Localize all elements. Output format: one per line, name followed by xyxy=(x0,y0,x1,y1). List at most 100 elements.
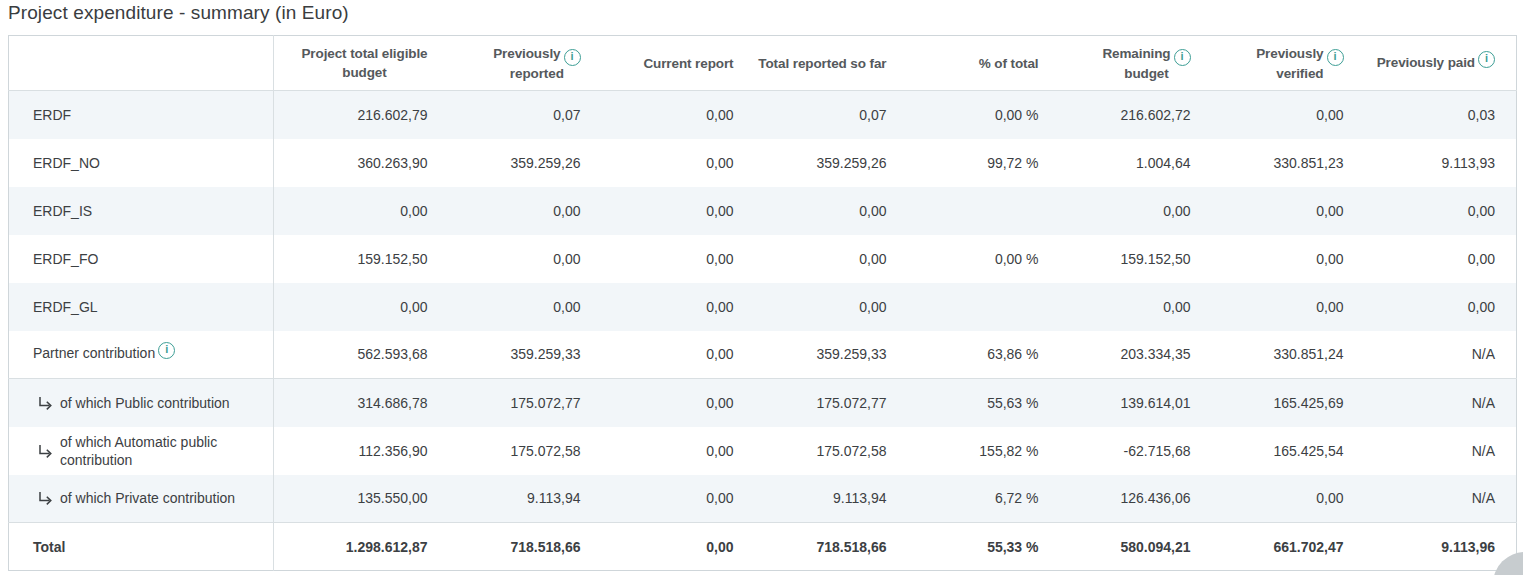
row-label-cell: ERDF_NO xyxy=(9,139,274,187)
value-cell: 9.113,93 xyxy=(1365,139,1517,187)
value-cell: 0,00 xyxy=(602,523,755,571)
table-row: ERDF_FO159.152,500,000,000,000,00 %159.1… xyxy=(9,235,1517,283)
info-icon[interactable]: i xyxy=(1327,49,1344,66)
value-cell: 0,00 xyxy=(602,283,755,331)
column-header: Project total eligible budget xyxy=(274,36,449,91)
value-cell: 0,00 xyxy=(602,475,755,523)
value-cell: 9.113,94 xyxy=(449,475,602,523)
column-header-label: Previously xyxy=(1256,46,1323,61)
table-row: of which Public contribution 314.686,7817… xyxy=(9,379,1517,427)
row-label: ERDF xyxy=(33,107,71,123)
column-header: Previously i verified xyxy=(1212,36,1365,91)
value-cell: 0,00 xyxy=(449,283,602,331)
value-cell: 175.072,58 xyxy=(755,427,908,475)
value-cell: 139.614,01 xyxy=(1060,379,1212,427)
row-label: Total xyxy=(33,539,65,555)
row-label: ERDF_IS xyxy=(33,203,92,219)
value-cell: 0,00 xyxy=(1212,187,1365,235)
row-label: ERDF_NO xyxy=(33,155,100,171)
table-row: of which Private contribution 135.550,009… xyxy=(9,475,1517,523)
row-label-cell: ERDF xyxy=(9,91,274,139)
value-cell: 0,00 xyxy=(449,187,602,235)
value-cell: 0,00 xyxy=(602,331,755,379)
value-cell: 135.550,00 xyxy=(274,475,449,523)
value-cell: 0,00 xyxy=(755,283,908,331)
row-label-cell: of which Private contribution xyxy=(9,475,274,523)
column-header-label: % of total xyxy=(979,56,1039,71)
column-header-label: Remaining xyxy=(1102,46,1170,61)
column-header-label: budget xyxy=(342,65,386,80)
info-icon[interactable]: i xyxy=(1478,51,1495,68)
column-header-label: Previously paid xyxy=(1377,55,1475,70)
value-cell: 0,00 xyxy=(274,283,449,331)
value-cell: 0,00 xyxy=(602,427,755,475)
row-label: ERDF_FO xyxy=(33,251,98,267)
header-empty-cell xyxy=(9,36,274,91)
column-header-label: Project total eligible xyxy=(301,46,427,61)
value-cell: -62.715,68 xyxy=(1060,427,1212,475)
value-cell: 0,00 xyxy=(274,187,449,235)
value-cell: 718.518,66 xyxy=(449,523,602,571)
row-label: of which Public contribution xyxy=(60,394,230,412)
column-header-label: Current report xyxy=(643,56,733,71)
row-label-cell: ERDF_FO xyxy=(9,235,274,283)
column-header: Remaining ibudget xyxy=(1060,36,1212,91)
column-header: Previouslyireported xyxy=(449,36,602,91)
value-cell: 159.152,50 xyxy=(1060,235,1212,283)
column-header: % of total xyxy=(908,36,1060,91)
value-cell: 359.259,33 xyxy=(755,331,908,379)
row-label: of which Private contribution xyxy=(60,489,235,507)
value-cell: 155,82 % xyxy=(908,427,1060,475)
value-cell: 0,00 xyxy=(1212,235,1365,283)
value-cell: 0,00 xyxy=(1365,283,1517,331)
info-icon[interactable]: i xyxy=(564,49,581,66)
value-cell: 314.686,78 xyxy=(274,379,449,427)
value-cell: 0,00 xyxy=(1060,187,1212,235)
value-cell: 0,00 xyxy=(602,235,755,283)
value-cell: 0,00 xyxy=(1365,235,1517,283)
column-header-label: budget xyxy=(1124,66,1168,81)
table-row: ERDF216.602,790,070,000,070,00 %216.602,… xyxy=(9,91,1517,139)
page-title: Project expenditure - summary (in Euro) xyxy=(8,2,349,24)
row-label-cell: Partner contributioni xyxy=(9,331,274,379)
info-icon[interactable]: i xyxy=(158,342,175,359)
value-cell: N/A xyxy=(1365,331,1517,379)
value-cell: 1.298.612,87 xyxy=(274,523,449,571)
sub-item-arrow-icon xyxy=(38,444,54,458)
value-cell: 216.602,79 xyxy=(274,91,449,139)
column-header-label: Total reported so far xyxy=(758,56,886,71)
value-cell: 330.851,23 xyxy=(1212,139,1365,187)
value-cell: 55,33 % xyxy=(908,523,1060,571)
table-row: ERDF_GL0,000,000,000,000,000,000,00 xyxy=(9,283,1517,331)
value-cell: N/A xyxy=(1365,427,1517,475)
value-cell: 63,86 % xyxy=(908,331,1060,379)
value-cell: 6,72 % xyxy=(908,475,1060,523)
header-row: Project total eligiblebudgetPreviouslyir… xyxy=(9,36,1517,91)
value-cell: 330.851,24 xyxy=(1212,331,1365,379)
info-icon[interactable]: i xyxy=(1174,49,1191,66)
value-cell: 0,00 xyxy=(449,235,602,283)
column-header-label: verified xyxy=(1276,66,1323,81)
table-row: ERDF_NO360.263,90359.259,260,00359.259,2… xyxy=(9,139,1517,187)
value-cell: 360.263,90 xyxy=(274,139,449,187)
value-cell: 0,07 xyxy=(755,91,908,139)
value-cell: 359.259,26 xyxy=(755,139,908,187)
value-cell: 99,72 % xyxy=(908,139,1060,187)
value-cell: 0,00 xyxy=(1212,91,1365,139)
column-header-label: reported xyxy=(510,66,564,81)
value-cell: 0,00 xyxy=(755,187,908,235)
value-cell: 165.425,54 xyxy=(1212,427,1365,475)
value-cell: 0,00 xyxy=(755,235,908,283)
value-cell: 0,00 xyxy=(602,187,755,235)
table-row: Partner contributioni562.593,68359.259,3… xyxy=(9,331,1517,379)
row-label-cell: Total xyxy=(9,523,274,571)
value-cell: N/A xyxy=(1365,379,1517,427)
column-header: Current report xyxy=(602,36,755,91)
value-cell: 159.152,50 xyxy=(274,235,449,283)
value-cell: 175.072,77 xyxy=(449,379,602,427)
value-cell: 0,00 xyxy=(1212,475,1365,523)
value-cell: 0,00 xyxy=(1060,283,1212,331)
table-row: of which Automatic public contribution11… xyxy=(9,427,1517,475)
value-cell xyxy=(908,283,1060,331)
column-header: Previously paidi xyxy=(1365,36,1517,91)
